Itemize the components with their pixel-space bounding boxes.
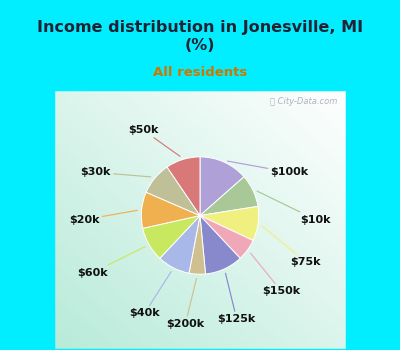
Text: $60k: $60k [77,247,145,278]
Wedge shape [200,216,253,258]
Wedge shape [200,206,259,240]
Text: All residents: All residents [153,65,247,78]
Text: $30k: $30k [80,167,151,177]
Wedge shape [200,216,240,274]
Text: $50k: $50k [128,125,180,156]
Wedge shape [189,216,206,274]
Text: $100k: $100k [228,161,309,177]
Text: ⓘ City-Data.com: ⓘ City-Data.com [270,97,338,106]
Wedge shape [160,216,200,273]
Text: $40k: $40k [129,272,171,318]
Text: Income distribution in Jonesville, MI
(%): Income distribution in Jonesville, MI (%… [37,20,363,53]
Wedge shape [143,216,200,258]
Wedge shape [141,192,200,228]
Text: $200k: $200k [166,279,204,329]
Wedge shape [167,157,200,216]
Text: $20k: $20k [69,210,137,225]
Text: $150k: $150k [250,253,300,296]
Text: $75k: $75k [262,226,321,267]
Wedge shape [200,157,244,216]
Text: $125k: $125k [218,273,256,324]
Wedge shape [200,177,258,216]
Text: $10k: $10k [257,191,331,225]
Wedge shape [146,167,200,216]
